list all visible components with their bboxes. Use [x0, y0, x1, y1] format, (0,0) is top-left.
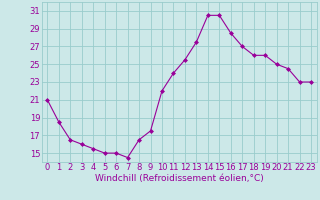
X-axis label: Windchill (Refroidissement éolien,°C): Windchill (Refroidissement éolien,°C): [95, 174, 264, 183]
